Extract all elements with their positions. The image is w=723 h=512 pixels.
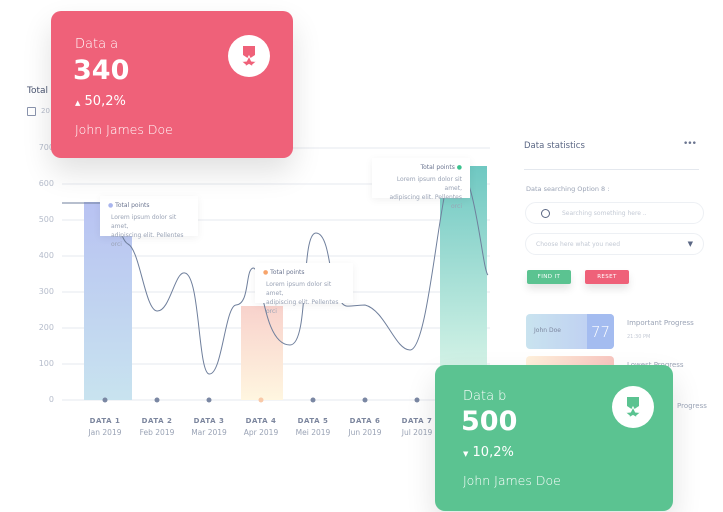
panel-title: Data statistics — [524, 141, 585, 151]
progress-time: 21:30 PM — [627, 334, 651, 340]
x-tick-label: DATA 4 Apr 2019 — [236, 415, 286, 439]
x-category: DATA 5 — [297, 417, 329, 425]
y-tick-label: 400 — [38, 251, 54, 260]
y-tick-label: 600 — [38, 179, 54, 188]
arrow-down-icon: ▼ — [463, 450, 469, 458]
tooltip-text: adipiscing elit. Pellentes orci — [389, 194, 462, 210]
tooltip-data8: Total points ● Lorem ipsum dolor sit ame… — [372, 158, 470, 210]
x-category: DATA 7 — [401, 417, 433, 425]
card-change: ▼ 10,2% — [463, 445, 514, 460]
x-point — [362, 397, 368, 403]
x-date: Apr 2019 — [243, 428, 279, 437]
x-category: DATA 2 — [141, 417, 173, 425]
highlight-bar-8 — [440, 166, 487, 400]
panel-divider — [524, 169, 699, 170]
x-point — [414, 397, 420, 403]
y-tick-label: 300 — [38, 287, 54, 296]
search-label: Data searching Option 8 : — [526, 185, 610, 193]
x-tick-label: DATA 3 Mar 2019 — [184, 415, 234, 439]
x-tick-label: DATA 6 Jun 2019 — [340, 415, 390, 439]
tooltip-text: adipiscing elit. Pellentes orci — [111, 232, 184, 248]
x-category: DATA 3 — [193, 417, 225, 425]
x-date: Jul 2019 — [401, 428, 433, 437]
progress-card-1[interactable]: John Doe 77 — [526, 314, 614, 349]
x-tick-label: DATA 2 Feb 2019 — [132, 415, 182, 439]
find-button[interactable]: FIND IT — [527, 270, 571, 284]
search-placeholder: Searching something here .. — [562, 209, 647, 217]
arrow-up-icon: ▲ — [75, 99, 81, 107]
stat-card-a: Data a 340 ▲ 50,2% John James Doe — [51, 11, 293, 158]
tooltip-title: Total points — [115, 202, 150, 209]
progress-name: John Doe — [534, 327, 561, 334]
x-category: DATA 4 — [245, 417, 277, 425]
x-point — [310, 397, 316, 403]
progress-title: Progress — [677, 402, 707, 410]
series-line — [62, 165, 489, 375]
card-label: Data a — [75, 37, 119, 52]
stat-card-b: Data b 500 ▼ 10,2% John James Doe — [435, 365, 673, 511]
award-icon — [228, 35, 270, 77]
y-tick-label: 100 — [38, 359, 54, 368]
y-tick-label: 200 — [38, 323, 54, 332]
x-point — [154, 397, 160, 403]
card-label: Data b — [463, 389, 507, 404]
x-tick-label: DATA 7 Jul 2019 — [392, 415, 442, 439]
tooltip-data4: ● Total points Lorem ipsum dolor sit ame… — [255, 263, 353, 315]
reset-button[interactable]: RESET — [585, 270, 629, 284]
chevron-down-icon: ▼ — [687, 240, 693, 248]
tooltip-text: Lorem ipsum dolor sit amet, — [111, 214, 177, 230]
x-tick-label: DATA 5 Mei 2019 — [288, 415, 338, 439]
tooltip-text: adipiscing elit. Pellentes orci — [266, 299, 339, 315]
y-tick-label: 700 — [38, 143, 54, 152]
tooltip-title: Total points — [420, 164, 455, 171]
more-horizontal-icon[interactable]: ••• — [683, 139, 697, 149]
y-tick-label: 0 — [48, 395, 54, 404]
calendar-icon — [27, 107, 36, 116]
card-name: John James Doe — [463, 473, 561, 488]
card-change-value: 50,2% — [84, 94, 126, 109]
x-date: Jun 2019 — [348, 428, 382, 437]
award-icon — [612, 386, 654, 428]
card-change-value: 10,2% — [472, 445, 514, 460]
date-text: 20 — [41, 107, 50, 115]
tooltip-text: Lorem ipsum dolor sit amet, — [396, 176, 462, 192]
x-date: Feb 2019 — [139, 428, 175, 437]
x-point — [258, 397, 264, 403]
x-point — [206, 397, 212, 403]
x-tick-label: DATA 1 Jan 2019 — [80, 415, 130, 439]
chart-title: Total — [27, 86, 49, 96]
search-icon — [541, 208, 550, 218]
y-tick-label: 500 — [38, 215, 54, 224]
card-value: 500 — [461, 406, 518, 437]
x-date: Mei 2019 — [295, 428, 331, 437]
x-category: DATA 6 — [349, 417, 381, 425]
x-date: Jan 2019 — [88, 428, 122, 437]
search-input[interactable]: Searching something here .. — [525, 202, 704, 224]
progress-title: Important Progress — [627, 319, 694, 327]
x-point — [102, 397, 108, 403]
highlight-bar-4 — [241, 306, 283, 400]
card-change: ▲ 50,2% — [75, 94, 126, 109]
x-date: Mar 2019 — [191, 428, 227, 437]
select-dropdown[interactable]: Choose here what you need ▼ — [525, 233, 704, 255]
tooltip-data1: ● Total points Lorem ipsum dolor sit ame… — [100, 196, 198, 248]
x-category: DATA 1 — [89, 417, 121, 425]
card-value: 340 — [73, 55, 130, 86]
select-placeholder: Choose here what you need — [536, 240, 621, 248]
tooltip-text: Lorem ipsum dolor sit amet, — [266, 281, 332, 297]
progress-value: 77 — [587, 314, 614, 349]
card-name: John James Doe — [75, 122, 173, 137]
tooltip-title: Total points — [270, 269, 305, 276]
